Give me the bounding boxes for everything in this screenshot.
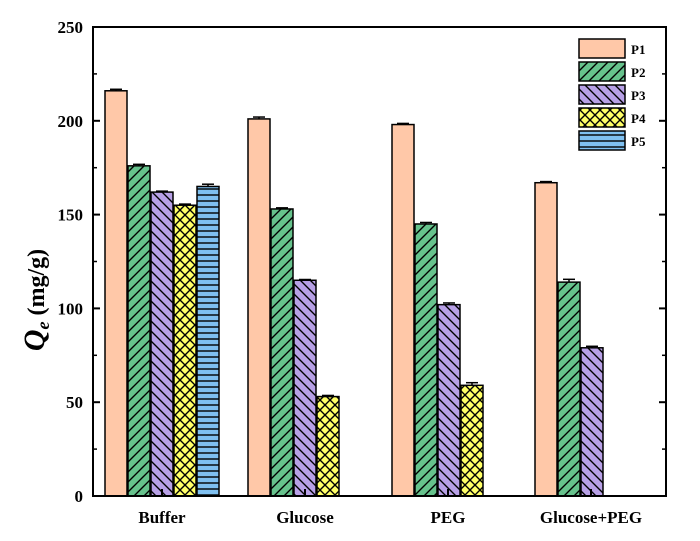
bar-P4-Buffer bbox=[173, 204, 197, 497]
y-tick-label: 100 bbox=[58, 299, 84, 318]
y-axis-label-symbol: Q bbox=[18, 329, 51, 351]
bar-P3-PEG bbox=[437, 303, 461, 497]
x-tick-label-1: Glucose bbox=[276, 508, 334, 527]
x-axis: Buffer Glucose PEG Glucose+PEG bbox=[138, 489, 642, 527]
bar-P4-PEG bbox=[460, 384, 484, 497]
bar-P1-Glucose+PEG bbox=[534, 181, 558, 497]
x-tick-label-3: Glucose+PEG bbox=[540, 508, 642, 527]
y-tick-label: 150 bbox=[58, 206, 84, 225]
legend-label-P2: P2 bbox=[631, 65, 645, 80]
bars-layer bbox=[104, 88, 604, 497]
legend-label-P5: P5 bbox=[631, 134, 646, 149]
y-axis-label: Qe (mg/g) bbox=[18, 249, 53, 351]
legend-swatch-P1 bbox=[578, 38, 626, 59]
legend: P1 P2 P3 P4 P5 bbox=[578, 38, 646, 151]
legend-label-P4: P4 bbox=[631, 111, 646, 126]
bar-P2-PEG bbox=[414, 223, 438, 497]
bar-P2-Glucose+PEG bbox=[557, 281, 581, 497]
y-tick-label: 200 bbox=[58, 112, 84, 131]
legend-label-P3: P3 bbox=[631, 88, 646, 103]
legend-label-P1: P1 bbox=[631, 42, 645, 57]
bar-P3-Buffer bbox=[150, 191, 174, 497]
y-axis-label-subscript: e bbox=[33, 321, 53, 329]
bar-P4-Glucose bbox=[316, 395, 340, 497]
legend-swatch-P2 bbox=[578, 61, 626, 82]
bar-P3-Glucose bbox=[293, 279, 317, 497]
bar-P3-Glucose+PEG bbox=[580, 347, 604, 497]
y-axis: 0 50 100 150 200 250 bbox=[58, 18, 666, 506]
y-tick-label: 50 bbox=[66, 393, 83, 412]
y-axis-label-unit: (mg/g) bbox=[24, 249, 50, 322]
y-tick-label: 0 bbox=[75, 487, 84, 506]
legend-swatch-P5 bbox=[578, 130, 626, 151]
bar-P1-PEG bbox=[391, 123, 415, 497]
legend-swatch-P3 bbox=[578, 84, 626, 105]
bar-P2-Glucose bbox=[270, 208, 294, 497]
y-tick-label: 250 bbox=[58, 18, 84, 37]
bar-P1-Glucose bbox=[247, 118, 271, 497]
bar-P2-Buffer bbox=[127, 165, 151, 497]
bar-P5-Buffer bbox=[196, 185, 220, 497]
legend-swatch-P4 bbox=[578, 107, 626, 128]
bar-P1-Buffer bbox=[104, 90, 128, 497]
x-tick-label-2: PEG bbox=[431, 508, 466, 527]
x-tick-label-0: Buffer bbox=[138, 508, 186, 527]
